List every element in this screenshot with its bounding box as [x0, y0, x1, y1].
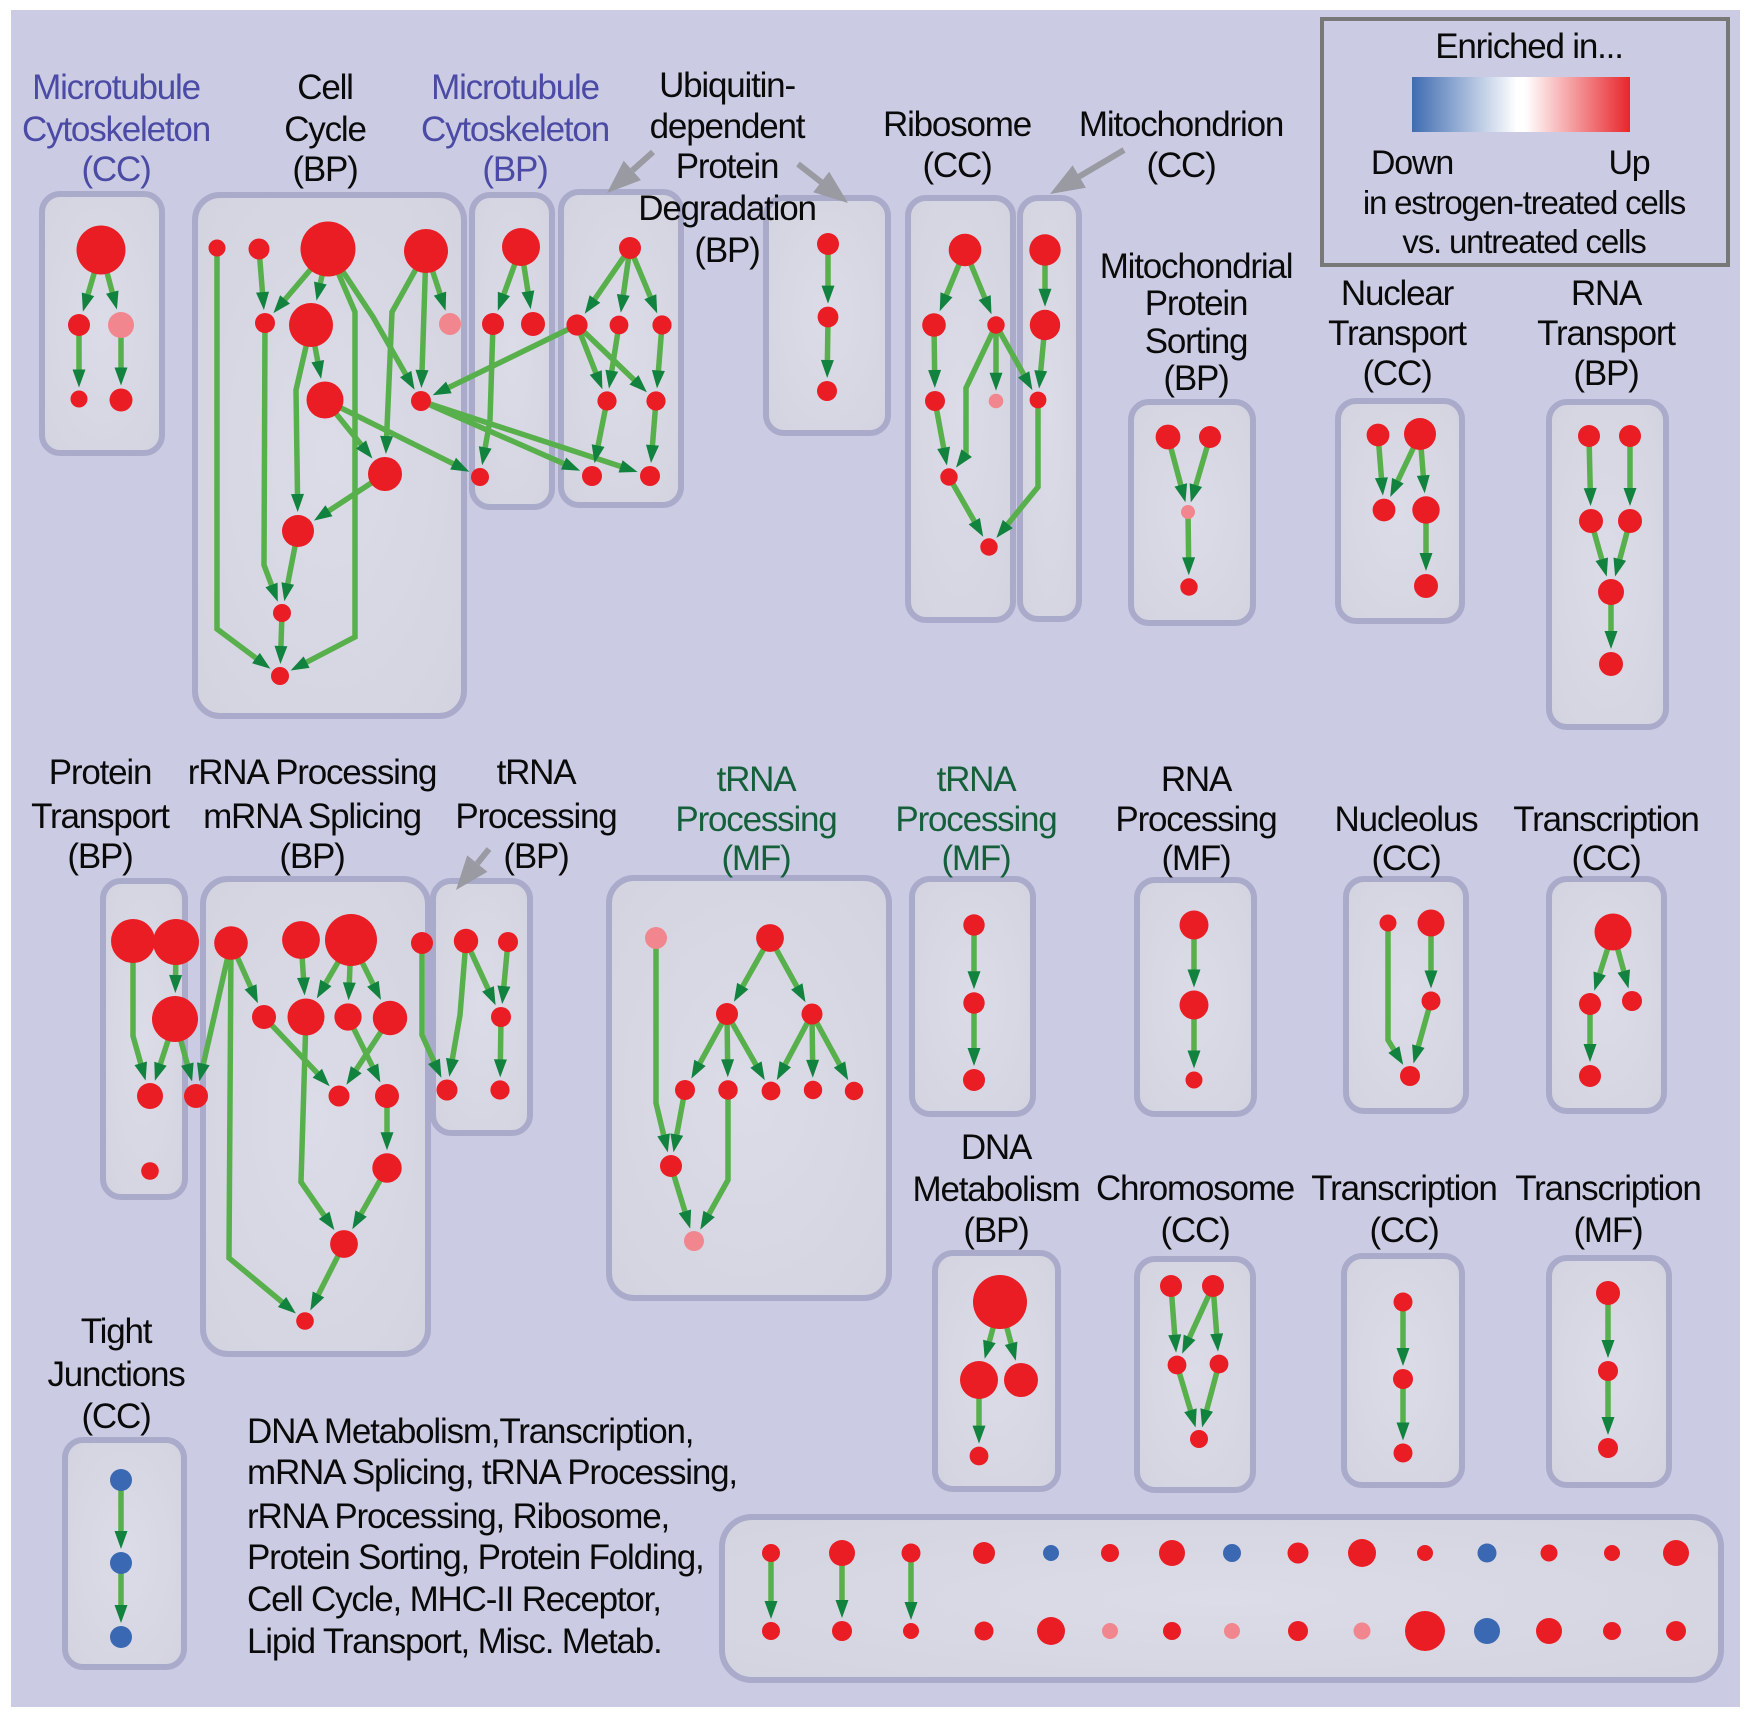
svg-text:(BP): (BP) [279, 837, 344, 876]
svg-text:Nuclear: Nuclear [1341, 274, 1455, 313]
svg-text:(CC): (CC) [1160, 1211, 1229, 1250]
svg-text:(MF): (MF) [1573, 1211, 1642, 1250]
svg-text:(MF): (MF) [941, 839, 1010, 878]
svg-text:Degradation: Degradation [638, 189, 816, 228]
svg-text:Down: Down [1371, 144, 1453, 182]
svg-text:Protein: Protein [676, 147, 779, 186]
svg-text:(MF): (MF) [1161, 839, 1230, 878]
svg-text:Cytoskeleton: Cytoskeleton [22, 110, 210, 149]
svg-text:(BP): (BP) [1163, 359, 1228, 398]
svg-text:(CC): (CC) [81, 150, 150, 189]
svg-text:(BP): (BP) [482, 150, 547, 189]
svg-text:Microtubule: Microtubule [431, 68, 599, 107]
svg-text:Protein: Protein [1145, 284, 1248, 323]
svg-text:Protein Sorting, Protein Foldi: Protein Sorting, Protein Folding, [247, 1538, 704, 1577]
svg-text:Cytoskeleton: Cytoskeleton [421, 110, 609, 149]
svg-text:Lipid Transport, Misc. Metab.: Lipid Transport, Misc. Metab. [247, 1622, 662, 1661]
svg-text:Transport: Transport [31, 797, 170, 836]
svg-text:(MF): (MF) [721, 839, 790, 878]
svg-text:Processing: Processing [675, 800, 836, 839]
svg-text:Transcription: Transcription [1513, 800, 1698, 839]
svg-text:mRNA Splicing, tRNA Processing: mRNA Splicing, tRNA Processing, [247, 1453, 737, 1492]
svg-text:RNA: RNA [1161, 760, 1233, 799]
svg-text:Tight: Tight [81, 1312, 153, 1351]
svg-text:Transport: Transport [1328, 314, 1467, 353]
svg-text:Junctions: Junctions [47, 1355, 185, 1394]
svg-text:tRNA: tRNA [937, 760, 1018, 799]
svg-text:Mitochondrial: Mitochondrial [1100, 247, 1293, 286]
svg-text:(BP): (BP) [963, 1211, 1028, 1250]
svg-text:(CC): (CC) [922, 146, 991, 185]
svg-text:Chromosome: Chromosome [1096, 1169, 1294, 1208]
svg-text:Sorting: Sorting [1145, 322, 1248, 361]
svg-text:mRNA Splicing: mRNA Splicing [203, 797, 421, 836]
svg-text:(CC): (CC) [1371, 839, 1440, 878]
svg-text:in estrogen-treated cells: in estrogen-treated cells [1363, 184, 1686, 221]
svg-text:Ribosome: Ribosome [883, 105, 1031, 144]
svg-text:(BP): (BP) [694, 231, 759, 270]
svg-text:Protein: Protein [49, 753, 152, 792]
svg-text:(CC): (CC) [81, 1397, 150, 1436]
svg-text:Nucleolus: Nucleolus [1335, 800, 1479, 839]
svg-text:Transcription: Transcription [1311, 1169, 1496, 1208]
svg-text:rRNA Processing, Ribosome,: rRNA Processing, Ribosome, [247, 1497, 669, 1536]
svg-text:(BP): (BP) [292, 150, 357, 189]
svg-text:vs. untreated cells: vs. untreated cells [1402, 223, 1646, 260]
svg-text:Processing: Processing [455, 797, 616, 836]
svg-text:(CC): (CC) [1362, 354, 1431, 393]
svg-text:Metabolism: Metabolism [913, 1170, 1080, 1209]
svg-text:(BP): (BP) [67, 837, 132, 876]
svg-text:Enriched in...: Enriched in... [1435, 27, 1622, 66]
svg-text:DNA Metabolism,Transcription,: DNA Metabolism,Transcription, [247, 1412, 693, 1451]
svg-text:tRNA: tRNA [717, 760, 798, 799]
svg-text:Cell: Cell [297, 68, 353, 107]
svg-text:(BP): (BP) [1573, 354, 1638, 393]
svg-text:RNA: RNA [1571, 274, 1643, 313]
svg-text:tRNA: tRNA [497, 753, 578, 792]
svg-text:DNA: DNA [961, 1128, 1033, 1167]
svg-text:Cycle: Cycle [284, 110, 366, 149]
svg-text:(CC): (CC) [1369, 1211, 1438, 1250]
svg-text:Transport: Transport [1537, 314, 1676, 353]
svg-text:(BP): (BP) [503, 837, 568, 876]
svg-text:rRNA Processing: rRNA Processing [188, 753, 436, 792]
svg-text:Processing: Processing [895, 800, 1056, 839]
svg-text:(CC): (CC) [1571, 839, 1640, 878]
svg-text:dependent: dependent [650, 107, 806, 146]
svg-text:Up: Up [1608, 144, 1649, 182]
svg-text:(CC): (CC) [1146, 146, 1215, 185]
svg-text:Processing: Processing [1115, 800, 1276, 839]
svg-text:Mitochondrion: Mitochondrion [1079, 105, 1283, 144]
svg-text:Transcription: Transcription [1515, 1169, 1700, 1208]
svg-text:Cell Cycle, MHC-II Receptor,: Cell Cycle, MHC-II Receptor, [247, 1580, 661, 1619]
svg-text:Microtubule: Microtubule [32, 68, 200, 107]
svg-text:Ubiquitin-: Ubiquitin- [659, 66, 795, 105]
